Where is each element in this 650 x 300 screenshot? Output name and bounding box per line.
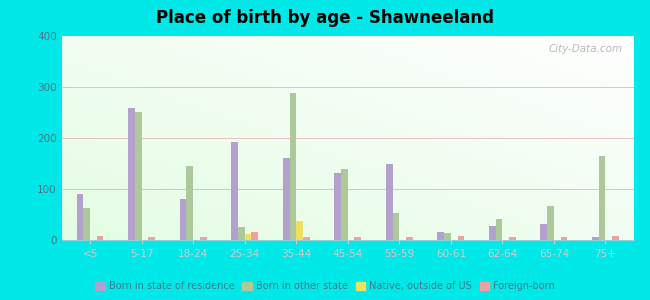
Bar [238,227,244,240]
Bar [148,238,155,240]
Bar [77,194,83,240]
Text: City-Data.com: City-Data.com [548,44,622,54]
Bar [509,238,515,240]
Bar [83,208,90,240]
Bar [303,238,309,240]
Bar [135,112,142,240]
Bar [200,238,207,240]
Bar [547,206,554,240]
Bar [393,213,399,240]
Bar [386,164,393,240]
Bar [437,232,444,240]
Bar [244,234,252,240]
Bar [334,173,341,240]
Bar [289,93,296,240]
Bar [128,108,135,240]
Bar [97,236,103,240]
Bar [283,158,289,240]
Bar [496,219,502,240]
Bar [458,236,464,240]
Bar [252,232,258,240]
Bar [489,226,496,240]
Bar [296,220,303,240]
Bar [341,169,348,240]
Bar [592,238,599,240]
Legend: Born in state of residence, Born in other state, Native, outside of US, Foreign-: Born in state of residence, Born in othe… [91,278,559,295]
Bar [354,238,361,240]
Bar [599,156,605,240]
Bar [444,233,451,240]
Bar [187,166,193,240]
Bar [541,224,547,240]
Text: Place of birth by age - Shawneeland: Place of birth by age - Shawneeland [156,9,494,27]
Bar [406,238,413,240]
Bar [231,142,238,240]
Bar [612,236,619,240]
Bar [560,238,567,240]
Bar [180,199,187,240]
